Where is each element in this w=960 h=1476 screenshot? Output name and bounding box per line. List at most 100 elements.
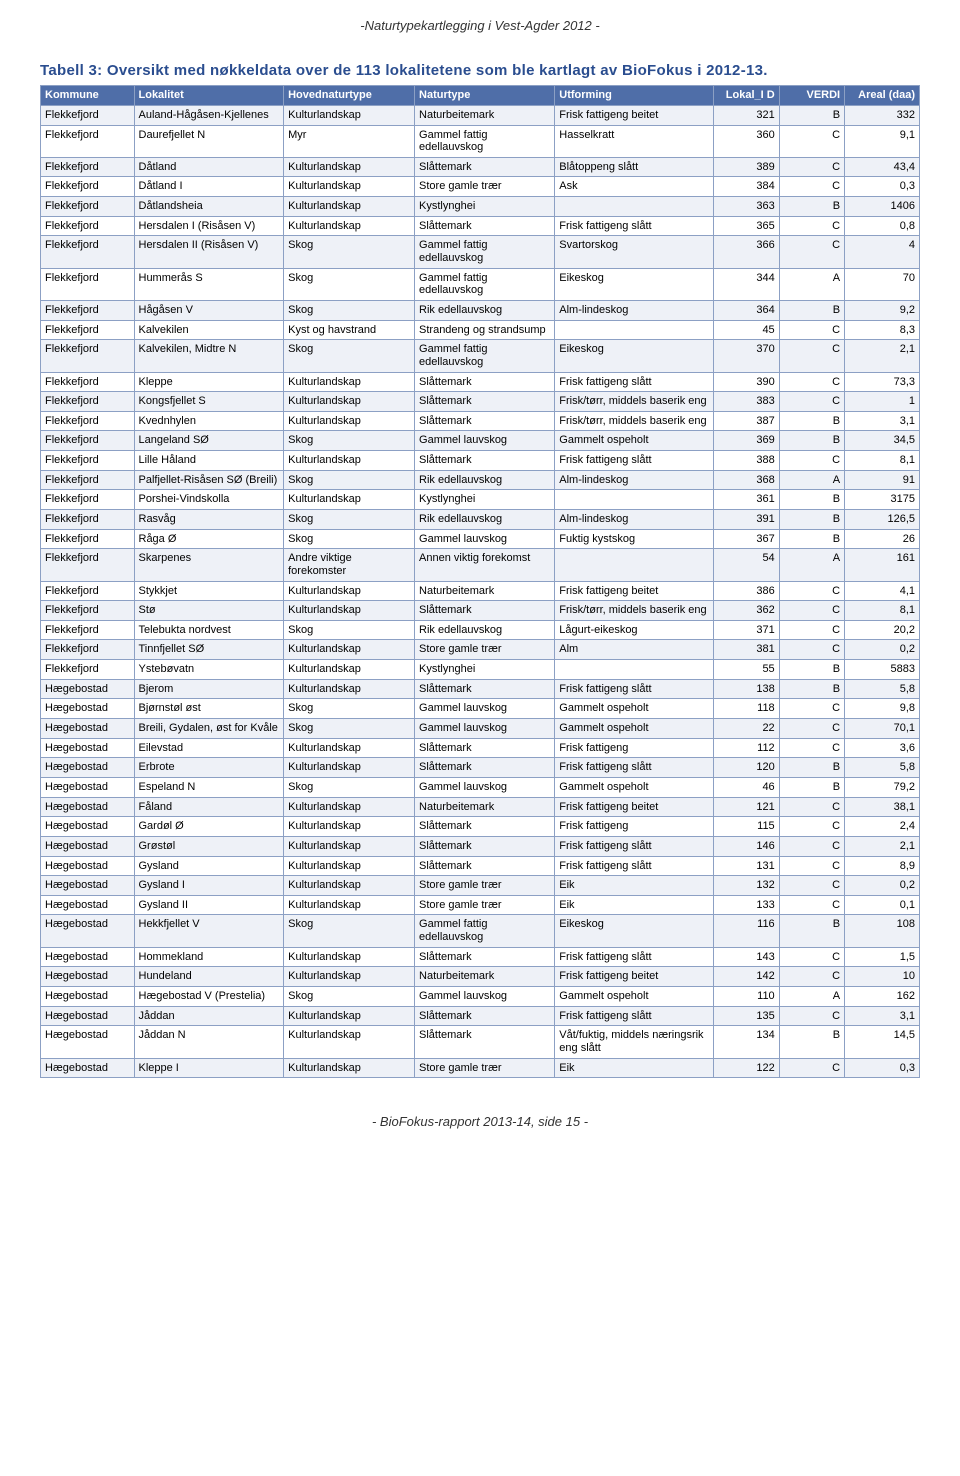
col-header: Utforming — [555, 86, 714, 106]
table-cell: Skog — [284, 300, 415, 320]
table-cell: 143 — [714, 947, 779, 967]
table-cell: Gammelt ospeholt — [555, 699, 714, 719]
table-cell: Slåttemark — [415, 372, 555, 392]
table-row: FlekkefjordKalvekilen, Midtre NSkogGamme… — [41, 340, 920, 372]
table-cell: Frisk fattigeng beitet — [555, 967, 714, 987]
table-cell: Alm-lindeskog — [555, 509, 714, 529]
table-cell: 384 — [714, 177, 779, 197]
table-cell: 135 — [714, 1006, 779, 1026]
table-cell: Annen viktig forekomst — [415, 549, 555, 581]
table-cell: Flekkefjord — [41, 157, 135, 177]
table-cell: C — [779, 216, 844, 236]
table-cell: 0,2 — [845, 640, 920, 660]
table-cell: Kulturlandskap — [284, 411, 415, 431]
table-cell: B — [779, 197, 844, 217]
table-cell: 70 — [845, 268, 920, 300]
table-cell: 371 — [714, 620, 779, 640]
table-cell: 362 — [714, 601, 779, 621]
table-cell: Skog — [284, 340, 415, 372]
table-cell: 22 — [714, 719, 779, 739]
table-row: FlekkefjordDåtlandsheiaKulturlandskapKys… — [41, 197, 920, 217]
table-cell: Dåtlandsheia — [134, 197, 284, 217]
table-cell: Eilevstad — [134, 738, 284, 758]
table-cell: Skarpenes — [134, 549, 284, 581]
table-cell: 38,1 — [845, 797, 920, 817]
table-row: HægebostadGyslandKulturlandskapSlåttemar… — [41, 856, 920, 876]
table-row: FlekkefjordDåtlandKulturlandskapSlåttema… — [41, 157, 920, 177]
table-cell: Kulturlandskap — [284, 836, 415, 856]
table-row: FlekkefjordHågåsen VSkogRik edellauvskog… — [41, 300, 920, 320]
table-cell: Palfjellet-Risåsen SØ (Breili) — [134, 470, 284, 490]
table-cell: Flekkefjord — [41, 392, 135, 412]
table-cell: Hægebostad — [41, 895, 135, 915]
table-cell: Gammel lauvskog — [415, 777, 555, 797]
table-cell — [555, 549, 714, 581]
table-cell: Slåttemark — [415, 1026, 555, 1058]
table-cell: 5,8 — [845, 679, 920, 699]
table-cell: Kulturlandskap — [284, 679, 415, 699]
table-cell: 138 — [714, 679, 779, 699]
table-cell: Gammel fattig edellauvskog — [415, 236, 555, 268]
table-cell: Frisk fattigeng slått — [555, 836, 714, 856]
table-cell: B — [779, 509, 844, 529]
table-cell: 5,8 — [845, 758, 920, 778]
table-cell: Alm-lindeskog — [555, 300, 714, 320]
table-cell: B — [779, 529, 844, 549]
table-cell: Hægebostad — [41, 1026, 135, 1058]
table-cell: C — [779, 320, 844, 340]
table-cell: Gammel lauvskog — [415, 719, 555, 739]
table-cell: Kulturlandskap — [284, 1006, 415, 1026]
table-cell: C — [779, 157, 844, 177]
table-cell: Flekkefjord — [41, 640, 135, 660]
table-row: HægebostadEilevstadKulturlandskapSlåttem… — [41, 738, 920, 758]
table-cell: Skog — [284, 529, 415, 549]
table-cell: C — [779, 967, 844, 987]
table-cell: 120 — [714, 758, 779, 778]
table-cell: 389 — [714, 157, 779, 177]
table-cell: Kulturlandskap — [284, 640, 415, 660]
table-row: FlekkefjordKalvekilenKyst og havstrandSt… — [41, 320, 920, 340]
table-cell: 26 — [845, 529, 920, 549]
table-cell: 1406 — [845, 197, 920, 217]
table-cell: Slåttemark — [415, 411, 555, 431]
table-cell: Slåttemark — [415, 836, 555, 856]
table-row: FlekkefjordStøKulturlandskapSlåttemarkFr… — [41, 601, 920, 621]
table-cell: Gardøl Ø — [134, 817, 284, 837]
table-cell: Flekkefjord — [41, 490, 135, 510]
table-cell: Hægebostad — [41, 738, 135, 758]
table-cell: Kleppe — [134, 372, 284, 392]
table-cell: 126,5 — [845, 509, 920, 529]
table-cell: Kystlynghei — [415, 660, 555, 680]
table-cell: Kulturlandskap — [284, 157, 415, 177]
table-row: HægebostadHundelandKulturlandskapNaturbe… — [41, 967, 920, 987]
table-row: FlekkefjordAuland-Hågåsen-KjellenesKultu… — [41, 105, 920, 125]
table-cell: Slåttemark — [415, 601, 555, 621]
table-cell: 0,1 — [845, 895, 920, 915]
table-cell: 383 — [714, 392, 779, 412]
table-cell: 133 — [714, 895, 779, 915]
table-cell: Grøstøl — [134, 836, 284, 856]
table-cell: Flekkefjord — [41, 197, 135, 217]
table-cell: 161 — [845, 549, 920, 581]
table-cell: Skog — [284, 470, 415, 490]
table-cell: Gysland — [134, 856, 284, 876]
table-cell: Strandeng og strandsump — [415, 320, 555, 340]
table-cell: Flekkefjord — [41, 529, 135, 549]
page-header: -Naturtypekartlegging i Vest-Agder 2012 … — [40, 18, 920, 33]
table-cell: Slåttemark — [415, 392, 555, 412]
table-row: HægebostadGrøstølKulturlandskapSlåttemar… — [41, 836, 920, 856]
table-cell: C — [779, 797, 844, 817]
table-cell: Kulturlandskap — [284, 197, 415, 217]
table-cell: C — [779, 236, 844, 268]
col-header: VERDI — [779, 86, 844, 106]
table-cell: Flekkefjord — [41, 620, 135, 640]
table-row: FlekkefjordStykkjetKulturlandskapNaturbe… — [41, 581, 920, 601]
table-row: HægebostadHægebostad V (Prestelia)SkogGa… — [41, 987, 920, 1007]
table-cell: 45 — [714, 320, 779, 340]
table-cell: Jåddan N — [134, 1026, 284, 1058]
table-cell: Gammel fattig edellauvskog — [415, 340, 555, 372]
table-cell: Våt/fuktig, middels næringsrik eng slått — [555, 1026, 714, 1058]
table-cell: A — [779, 987, 844, 1007]
col-header: Lokal_I D — [714, 86, 779, 106]
table-row: FlekkefjordLangeland SØSkogGammel lauvsk… — [41, 431, 920, 451]
